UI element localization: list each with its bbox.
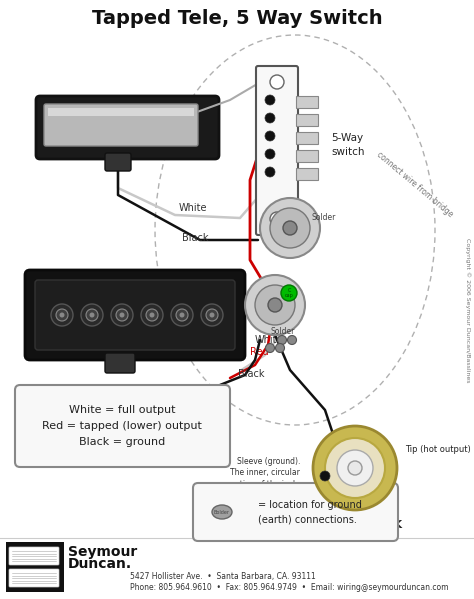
Circle shape [260, 198, 320, 258]
Circle shape [283, 221, 297, 235]
Circle shape [277, 335, 286, 344]
Circle shape [255, 285, 295, 325]
Circle shape [90, 313, 94, 317]
FancyBboxPatch shape [105, 153, 131, 171]
Circle shape [210, 313, 215, 317]
Circle shape [288, 335, 297, 344]
Ellipse shape [212, 505, 232, 519]
Circle shape [320, 471, 330, 481]
Circle shape [119, 313, 125, 317]
Text: Solder: Solder [312, 213, 337, 222]
Circle shape [265, 131, 275, 141]
FancyBboxPatch shape [25, 270, 245, 360]
Circle shape [265, 113, 275, 123]
Text: Bolder: Bolder [214, 510, 230, 515]
Text: 5-Way
switch: 5-Way switch [331, 134, 365, 156]
Circle shape [180, 313, 184, 317]
Text: connect wire from bridge: connect wire from bridge [375, 150, 455, 219]
Text: White: White [179, 203, 207, 213]
Bar [296, 150, 318, 162]
Text: Black: Black [182, 233, 208, 243]
Text: Seymour: Seymour [68, 545, 137, 559]
Circle shape [171, 304, 193, 326]
Circle shape [81, 304, 103, 326]
Circle shape [116, 309, 128, 321]
FancyBboxPatch shape [36, 96, 219, 159]
Circle shape [245, 275, 305, 335]
Circle shape [141, 304, 163, 326]
Circle shape [348, 461, 362, 475]
Circle shape [270, 75, 284, 89]
Circle shape [111, 304, 133, 326]
Text: Solder: Solder [271, 326, 295, 335]
Circle shape [265, 149, 275, 159]
Text: Copyright © 2006 Seymour Duncan/Basslines: Copyright © 2006 Seymour Duncan/Bassline… [465, 238, 471, 382]
Circle shape [337, 450, 373, 486]
Circle shape [275, 343, 284, 352]
FancyBboxPatch shape [44, 104, 198, 146]
Bar [6, 542, 64, 592]
Text: White: White [255, 335, 283, 345]
Bar [296, 96, 318, 108]
Bar [296, 168, 318, 180]
FancyBboxPatch shape [9, 569, 59, 587]
Circle shape [201, 304, 223, 326]
Text: Tapped Tele, 5 Way Switch: Tapped Tele, 5 Way Switch [91, 8, 383, 28]
Circle shape [56, 309, 68, 321]
Circle shape [325, 438, 385, 498]
Bar [48, 108, 194, 116]
FancyBboxPatch shape [35, 280, 235, 350]
FancyBboxPatch shape [105, 353, 135, 373]
Circle shape [265, 167, 275, 177]
FancyBboxPatch shape [15, 385, 230, 467]
Text: Phone: 805.964.9610  •  Fax: 805.964.9749  •  Email: wiring@seymourduncan.com: Phone: 805.964.9610 • Fax: 805.964.9749 … [130, 582, 448, 591]
Circle shape [270, 208, 310, 248]
Text: Sleeve (ground).
The inner, circular
portion of the jack.: Sleeve (ground). The inner, circular por… [227, 458, 300, 489]
Circle shape [51, 304, 73, 326]
FancyBboxPatch shape [193, 483, 398, 541]
Text: White = full output
Red = tapped (lower) output
Black = ground: White = full output Red = tapped (lower)… [42, 406, 202, 447]
FancyBboxPatch shape [256, 66, 298, 235]
Circle shape [265, 343, 274, 352]
Bar [296, 132, 318, 144]
Circle shape [313, 426, 397, 510]
Text: Black: Black [238, 369, 264, 379]
Text: Duncan.: Duncan. [68, 557, 132, 571]
Text: Red: Red [250, 347, 269, 357]
Text: 5427 Hollister Ave.  •  Santa Barbara, CA. 93111: 5427 Hollister Ave. • Santa Barbara, CA.… [130, 573, 316, 582]
Circle shape [149, 313, 155, 317]
Text: OUTPUT JACK: OUTPUT JACK [318, 520, 402, 530]
Circle shape [265, 95, 275, 105]
Circle shape [281, 285, 297, 301]
Circle shape [86, 309, 98, 321]
Text: C
cap: C cap [284, 288, 293, 298]
Circle shape [206, 309, 218, 321]
Circle shape [60, 313, 64, 317]
Text: Tip (hot output): Tip (hot output) [405, 446, 471, 455]
Text: = location for ground
(earth) connections.: = location for ground (earth) connection… [258, 500, 362, 524]
Circle shape [270, 212, 284, 226]
Circle shape [268, 298, 282, 312]
Circle shape [146, 309, 158, 321]
FancyBboxPatch shape [9, 547, 59, 565]
Circle shape [176, 309, 188, 321]
Bar [296, 114, 318, 126]
